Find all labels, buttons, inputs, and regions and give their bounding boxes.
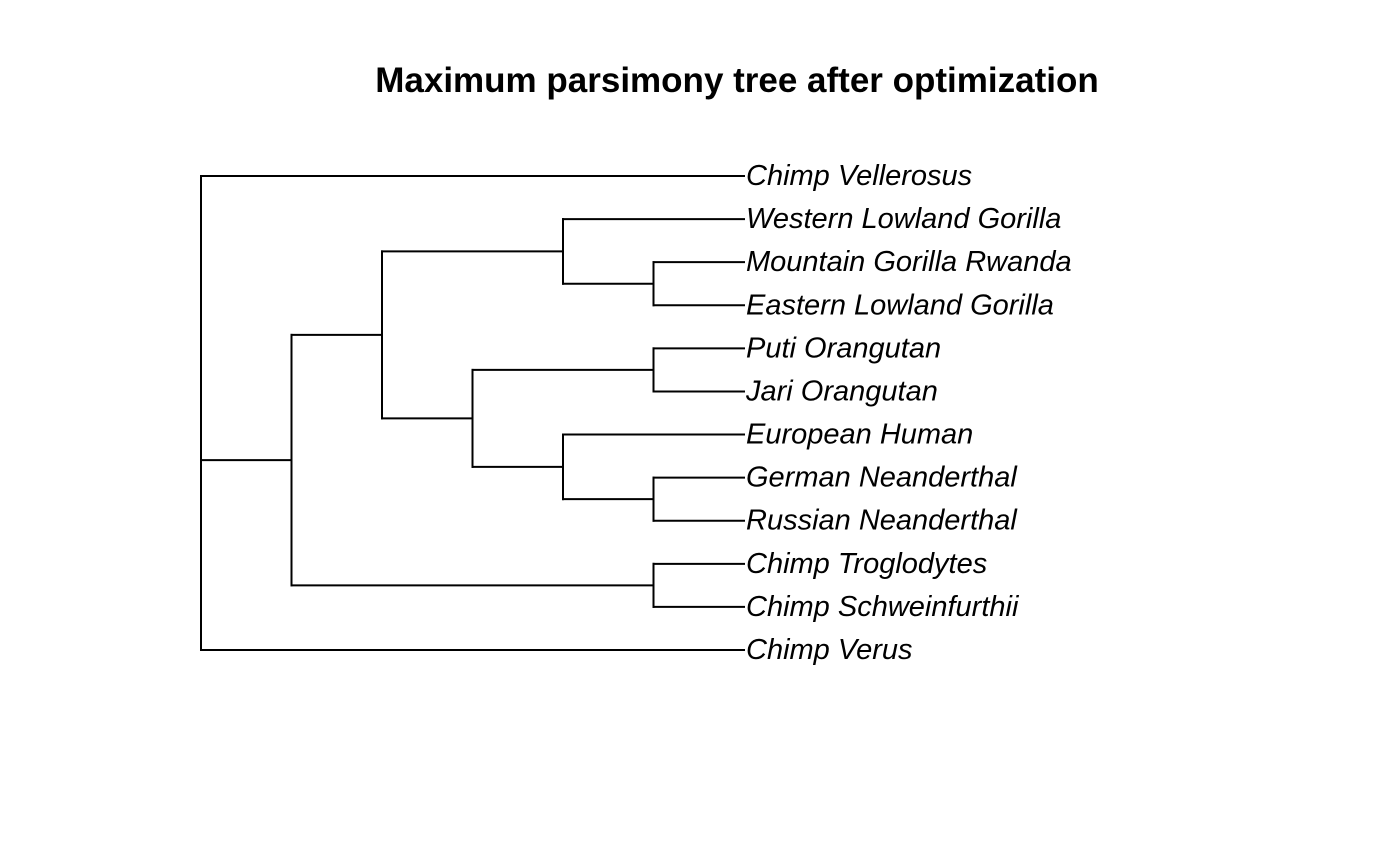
tip-label-european-human: European Human [746,419,973,451]
tip-label-chimp-troglodytes: Chimp Troglodytes [746,548,987,580]
plot-title: Maximum parsimony tree after optimizatio… [375,61,1098,100]
tip-label-chimp-vellerosus: Chimp Vellerosus [746,160,972,192]
tip-label-puti-orangutan: Puti Orangutan [746,332,941,364]
tip-label-german-neanderthal: German Neanderthal [746,462,1018,494]
tip-label-chimp-schweinfurthii: Chimp Schweinfurthii [746,591,1020,623]
tip-label-western-lowland-gorilla: Western Lowland Gorilla [746,203,1061,235]
tip-label-jari-orangutan: Jari Orangutan [745,375,938,407]
tree-branches [200,175,745,651]
tip-label-mountain-gorilla-rwanda: Mountain Gorilla Rwanda [746,246,1072,278]
tip-label-eastern-lowland-gorilla: Eastern Lowland Gorilla [746,289,1054,321]
tip-label-chimp-verus: Chimp Verus [746,634,913,666]
tip-label-russian-neanderthal: Russian Neanderthal [746,505,1018,537]
tip-labels: Chimp Vellerosus Western Lowland Gorilla M… [745,160,1072,666]
